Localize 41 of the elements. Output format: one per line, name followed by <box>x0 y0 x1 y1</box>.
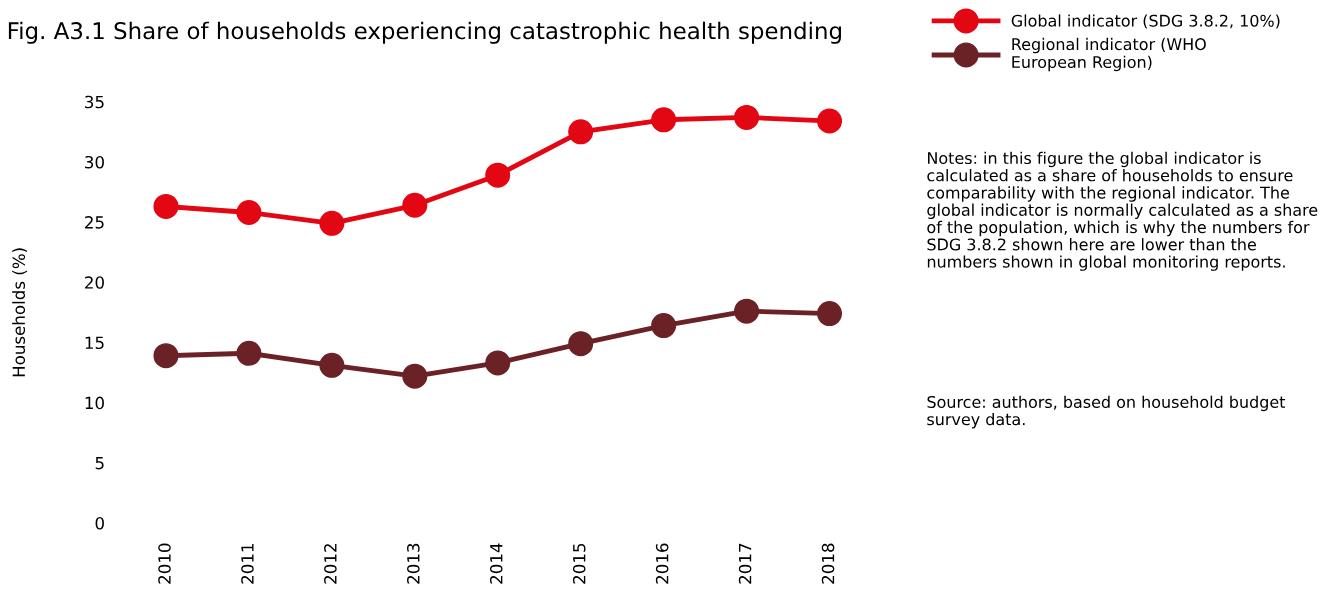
point <box>319 210 345 236</box>
legend-label: Regional indicator (WHO European Region) <box>1012 37 1206 72</box>
point <box>236 199 262 225</box>
point <box>734 104 760 130</box>
x-tick-label: 2016 <box>655 543 669 584</box>
text: Notes: in this figure the global indicator is calculated as a share of households to ensure comparability with the regional indicator. The global indicator is normally calculated as a share of the population, which is why the numbers for SDG 3.8.2 shown here are lower than the numbers shown in global monitoring reports. <box>927 151 1318 271</box>
source-note: Source: authors, based on household budget survey data. <box>927 395 1286 429</box>
point <box>485 162 511 188</box>
x-tick-label: 2018 <box>821 543 835 584</box>
point <box>651 107 677 133</box>
x-tick-label: 2013 <box>407 543 420 584</box>
point <box>153 343 179 369</box>
legend-label: Global indicator (SDG 3.8.2, 10%) <box>1011 14 1280 29</box>
point <box>402 192 428 218</box>
x-tick-label: 2011 <box>241 543 254 584</box>
point <box>153 193 179 219</box>
point <box>734 298 760 324</box>
chart-title: Fig. A3.1 Share of households experiencing catastrophic health spending <box>8 21 841 44</box>
y-tick-label: 5 <box>95 457 104 470</box>
y-tick-label: 35 <box>85 95 104 109</box>
x-tick-label: 2014 <box>489 543 503 584</box>
y-tick-label: 25 <box>85 216 104 229</box>
point <box>319 352 345 378</box>
y-axis-title: Households (%) <box>12 248 28 377</box>
y-tick-label: 20 <box>85 276 104 289</box>
x-tick-label: 2015 <box>572 543 586 584</box>
y-tick-label: 30 <box>85 155 104 169</box>
y-tick-label: 15 <box>85 336 104 350</box>
x-tick-label: 2012 <box>324 544 337 584</box>
y-tick-label: 10 <box>85 396 104 410</box>
point <box>402 363 428 389</box>
point <box>651 313 677 339</box>
point <box>817 301 843 327</box>
point <box>236 340 262 366</box>
point <box>568 119 594 145</box>
point <box>485 350 511 376</box>
x-tick-label: 2017 <box>738 543 752 584</box>
point <box>568 331 594 357</box>
x-tick-label: 2010 <box>158 543 171 584</box>
y-tick-label: 0 <box>95 516 104 530</box>
point <box>817 108 843 134</box>
